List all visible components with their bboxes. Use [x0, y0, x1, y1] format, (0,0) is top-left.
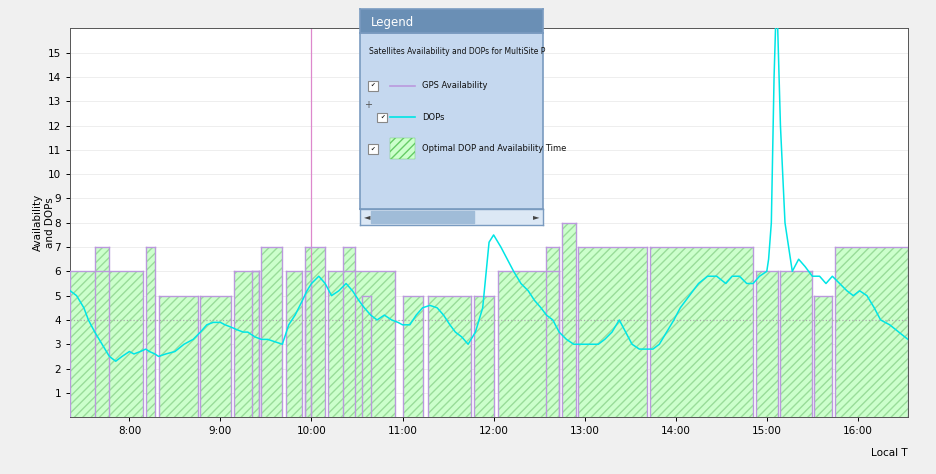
Text: Satellites Availability and DOPs for MultiSite P: Satellites Availability and DOPs for Mul…: [370, 47, 546, 56]
Text: Optimal DOP and Availability Time: Optimal DOP and Availability Time: [422, 145, 567, 154]
Y-axis label: Availability
and DOPs: Availability and DOPs: [33, 194, 54, 251]
Text: ✔: ✔: [380, 115, 385, 120]
Text: Local T: Local T: [871, 448, 908, 458]
Bar: [377, 112, 388, 122]
Text: ►: ►: [533, 212, 539, 221]
Text: +: +: [364, 100, 372, 110]
Bar: [368, 144, 378, 154]
Bar: [368, 81, 378, 91]
Text: ◄: ◄: [364, 212, 371, 221]
Text: ✔: ✔: [371, 83, 375, 88]
Text: ✔: ✔: [371, 146, 375, 151]
Text: Legend: Legend: [372, 16, 415, 29]
Text: GPS Availability: GPS Availability: [422, 82, 488, 90]
Text: DOPs: DOPs: [422, 113, 445, 122]
